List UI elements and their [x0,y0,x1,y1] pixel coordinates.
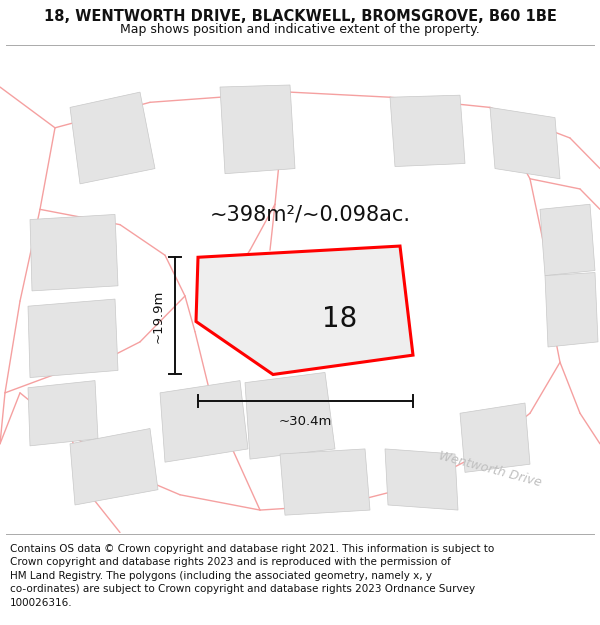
Polygon shape [545,272,598,347]
Text: ~398m²/~0.098ac.: ~398m²/~0.098ac. [209,204,410,224]
Polygon shape [540,204,595,276]
Polygon shape [30,214,118,291]
Polygon shape [390,95,465,166]
Polygon shape [490,107,560,179]
Text: ~30.4m: ~30.4m [279,415,332,428]
Text: 18: 18 [322,306,358,334]
Text: Wentworth Drive: Wentworth Drive [437,449,543,489]
Polygon shape [280,449,370,515]
Polygon shape [70,92,155,184]
Polygon shape [196,246,413,374]
Polygon shape [160,381,248,462]
Polygon shape [220,85,295,174]
Text: ~19.9m: ~19.9m [152,289,165,342]
Text: Contains OS data © Crown copyright and database right 2021. This information is : Contains OS data © Crown copyright and d… [10,544,494,608]
Polygon shape [290,261,365,332]
Polygon shape [245,372,335,459]
Text: Map shows position and indicative extent of the property.: Map shows position and indicative extent… [120,23,480,36]
Polygon shape [460,403,530,472]
Polygon shape [28,299,118,378]
Text: 18, WENTWORTH DRIVE, BLACKWELL, BROMSGROVE, B60 1BE: 18, WENTWORTH DRIVE, BLACKWELL, BROMSGRO… [44,9,556,24]
Polygon shape [385,449,458,510]
Polygon shape [70,429,158,505]
Polygon shape [28,381,98,446]
